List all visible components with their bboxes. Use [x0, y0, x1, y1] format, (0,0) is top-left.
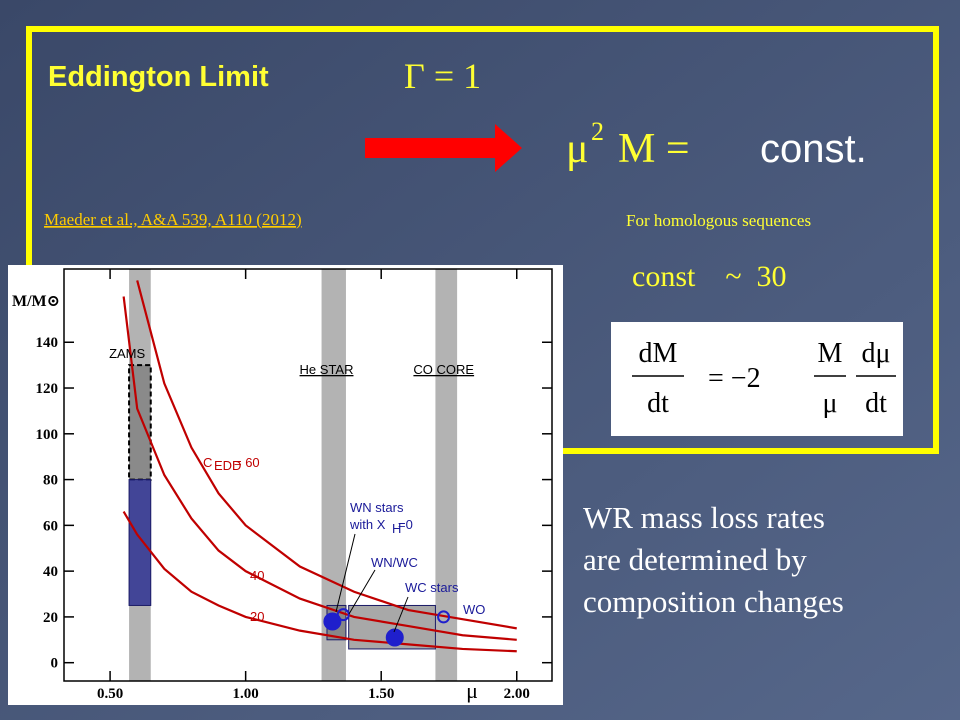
y-tick-label: 40 [43, 564, 58, 580]
y-tick-label: 20 [43, 610, 58, 626]
band-label: He STAR [300, 362, 354, 377]
y-tick-label: 80 [43, 473, 58, 489]
gamma: Γ = 1 [404, 56, 481, 96]
eq-text: M [818, 338, 843, 369]
title: Eddington Limit [48, 61, 269, 93]
x-tick-label: 2.00 [504, 686, 530, 702]
series-label: 20 [250, 609, 264, 624]
point [385, 628, 404, 647]
y-tick-label: 0 [51, 656, 59, 672]
y-tick-label: 60 [43, 518, 58, 534]
pointer [393, 596, 409, 633]
band-label: ZAMS [109, 346, 145, 361]
wr-text: are determined by [583, 542, 807, 577]
y-tick-label: 100 [36, 427, 59, 443]
x-axis-label: μ [466, 678, 478, 703]
y-axis-label: M/M⊙ [12, 293, 60, 310]
arrow [365, 124, 522, 172]
homologous: For homologous sequences [626, 211, 811, 230]
equation-box [611, 322, 903, 436]
formula-mid: M = [618, 126, 690, 172]
formula-mu: μ [566, 126, 589, 172]
wr-text: composition changes [583, 584, 844, 619]
series-label: 40 [250, 568, 264, 583]
annotation: C [203, 455, 212, 470]
eq-text: dμ [861, 338, 890, 369]
annotation: with X [349, 517, 386, 532]
wr-text: WR mass loss rates [583, 500, 825, 535]
eq-text: dt [647, 388, 669, 419]
box [128, 364, 152, 481]
annotation: =0 [398, 517, 413, 532]
pointer [348, 569, 376, 615]
annotation: = 60 [234, 455, 260, 470]
x-tick-label: 0.50 [97, 686, 123, 702]
eq-text: dt [865, 388, 887, 419]
chart-panel [8, 265, 563, 705]
point [437, 610, 451, 624]
point [336, 608, 350, 622]
x-tick-label: 1.00 [233, 686, 259, 702]
annotation: WC stars [405, 580, 459, 595]
curve [136, 280, 517, 630]
annotation: WN stars [350, 500, 404, 515]
band-label: CO CORE [413, 362, 474, 377]
curve [122, 511, 517, 653]
eq-text: = −2 [708, 363, 761, 394]
formula-const: const. [760, 127, 867, 171]
pointer [335, 533, 356, 613]
eq-text: μ [822, 388, 837, 419]
box [128, 479, 152, 606]
plot-area [122, 269, 517, 681]
eq-text: dM [639, 338, 678, 369]
formula-exp: 2 [591, 117, 604, 146]
equation: dM dt = −2 M μ dμ dt [632, 338, 896, 419]
band [435, 269, 458, 681]
curve [122, 296, 517, 641]
point [323, 612, 342, 631]
annotation: WN/WC [371, 555, 418, 570]
const-value: const ~ 30 [632, 260, 787, 293]
chart: ZAMS He STAR CO CORE 40 20 C EDD = 60 WN stars w… [12, 268, 553, 703]
x-tick-label: 1.50 [368, 686, 394, 702]
annotation: H [392, 521, 401, 536]
annotation: WO [463, 602, 485, 617]
y-tick-label: 120 [36, 381, 59, 397]
y-tick-label: 140 [36, 335, 59, 351]
plot-frame [63, 268, 553, 682]
annotation: EDD [214, 458, 241, 473]
reference: Maeder et al., A&A 539, A110 (2012) [44, 210, 302, 229]
